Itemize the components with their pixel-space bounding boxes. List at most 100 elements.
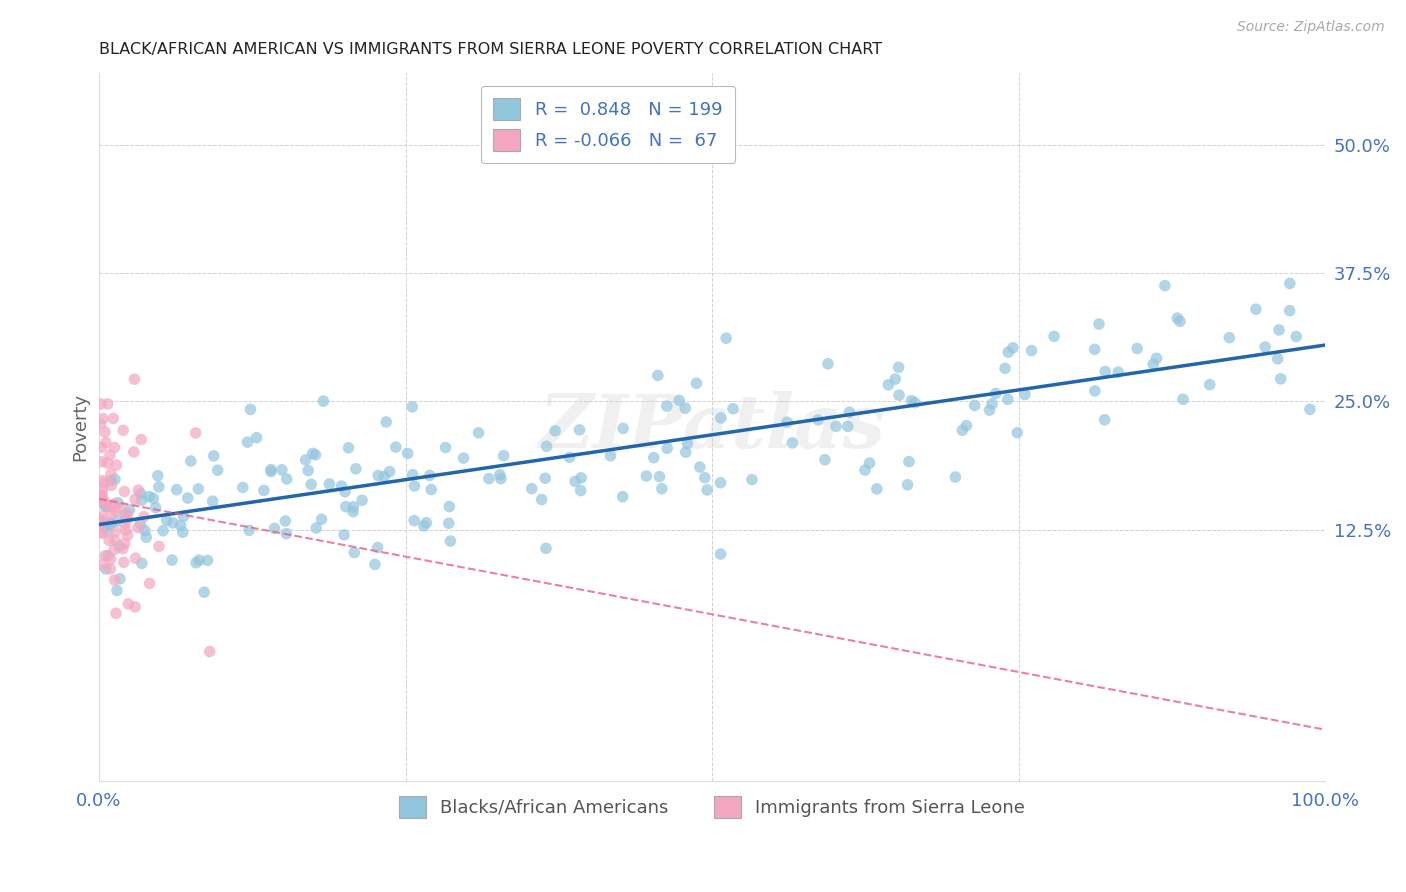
Point — [1084, 343, 1107, 357]
Point — [253, 483, 276, 498]
Point — [91, 482, 114, 496]
Point — [1094, 364, 1116, 378]
Point — [127, 521, 149, 535]
Point — [263, 521, 285, 535]
Point — [301, 446, 323, 460]
Point — [124, 372, 146, 386]
Text: Source: ZipAtlas.com: Source: ZipAtlas.com — [1237, 20, 1385, 34]
Point — [146, 468, 169, 483]
Point — [177, 491, 200, 505]
Point — [1014, 387, 1036, 401]
Point — [1168, 314, 1191, 328]
Point — [91, 558, 114, 572]
Point — [94, 549, 117, 563]
Point — [685, 376, 707, 391]
Point — [647, 368, 669, 383]
Point — [367, 468, 389, 483]
Point — [118, 503, 141, 517]
Point — [544, 424, 567, 438]
Point — [312, 394, 335, 409]
Point — [1088, 317, 1111, 331]
Point — [172, 525, 194, 540]
Point — [373, 469, 395, 483]
Point — [1043, 329, 1066, 343]
Point — [94, 499, 117, 513]
Point — [1094, 413, 1116, 427]
Point — [385, 440, 408, 454]
Point — [1278, 303, 1301, 318]
Point — [689, 460, 711, 475]
Point — [984, 386, 1007, 401]
Point — [887, 388, 910, 402]
Point — [467, 425, 489, 440]
Point — [117, 507, 139, 521]
Point — [91, 492, 114, 507]
Point — [853, 463, 876, 477]
Point — [186, 556, 208, 570]
Point — [884, 372, 907, 386]
Point — [612, 490, 634, 504]
Point — [825, 419, 848, 434]
Point — [114, 516, 136, 531]
Point — [817, 357, 839, 371]
Point — [648, 469, 671, 483]
Point — [1142, 357, 1164, 371]
Point — [100, 562, 122, 576]
Point — [94, 425, 117, 439]
Point — [173, 509, 195, 524]
Point — [1244, 302, 1267, 317]
Point — [304, 448, 326, 462]
Point — [100, 516, 122, 531]
Point — [91, 474, 114, 488]
Point — [1107, 365, 1129, 379]
Point — [260, 462, 283, 476]
Point — [103, 573, 125, 587]
Point — [90, 515, 112, 529]
Point — [232, 480, 254, 494]
Point — [569, 483, 592, 498]
Point — [107, 496, 129, 510]
Point — [91, 526, 114, 541]
Point — [1084, 384, 1107, 398]
Point — [299, 477, 322, 491]
Point — [419, 468, 441, 483]
Point — [97, 549, 120, 563]
Point — [134, 524, 156, 538]
Point — [91, 509, 114, 524]
Point — [124, 599, 146, 614]
Point — [401, 467, 423, 482]
Point — [100, 478, 122, 492]
Point — [413, 519, 436, 533]
Point — [333, 528, 356, 542]
Point — [536, 439, 558, 453]
Point — [108, 500, 131, 515]
Point — [201, 494, 224, 508]
Point — [104, 533, 127, 547]
Point — [569, 471, 592, 485]
Point — [114, 523, 136, 537]
Point — [837, 419, 859, 434]
Point — [93, 476, 115, 491]
Point — [274, 514, 297, 528]
Point — [142, 491, 165, 506]
Point — [197, 553, 219, 567]
Point — [1126, 342, 1149, 356]
Point — [599, 449, 621, 463]
Point — [404, 514, 426, 528]
Point — [564, 475, 586, 489]
Point — [198, 644, 221, 658]
Point — [979, 403, 1001, 417]
Point — [963, 399, 986, 413]
Point — [1166, 311, 1188, 326]
Point — [534, 471, 557, 485]
Point — [104, 504, 127, 518]
Point — [305, 521, 328, 535]
Point — [236, 435, 259, 450]
Point — [271, 463, 294, 477]
Point — [90, 513, 112, 527]
Point — [420, 483, 443, 497]
Point — [558, 450, 581, 465]
Point — [100, 500, 122, 514]
Point — [955, 418, 977, 433]
Point — [434, 441, 457, 455]
